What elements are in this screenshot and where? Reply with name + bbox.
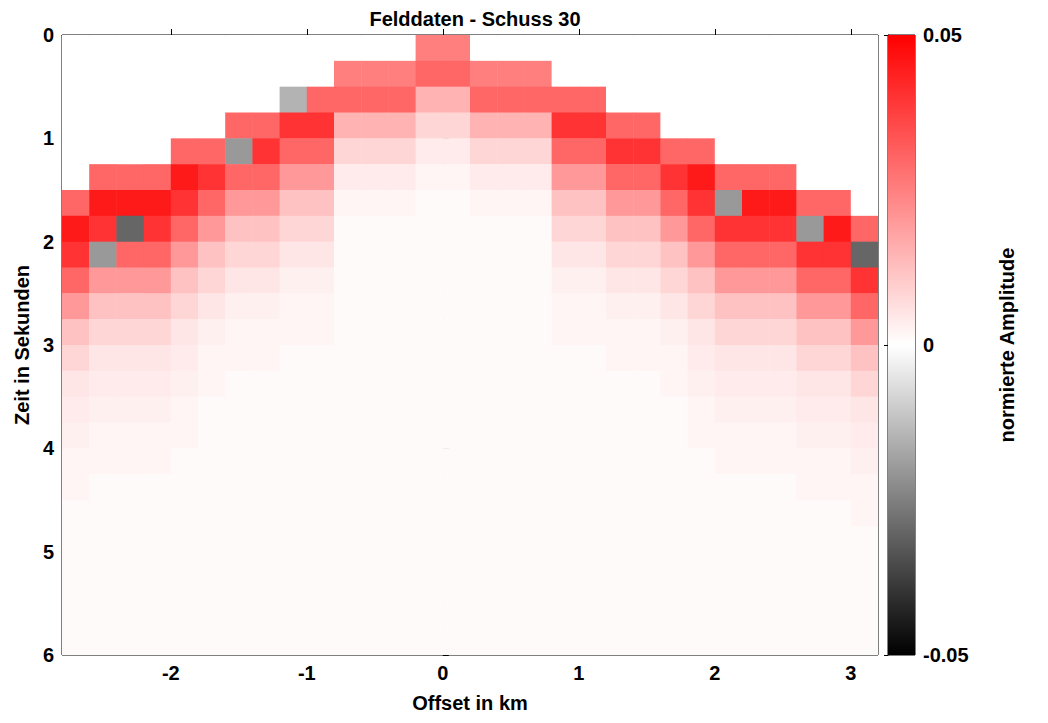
- svg-text:-0.05: -0.05: [923, 644, 969, 666]
- svg-text:Offset in km: Offset in km: [412, 692, 528, 714]
- svg-text:0.05: 0.05: [923, 24, 962, 46]
- svg-text:-1: -1: [298, 662, 316, 684]
- svg-text:0: 0: [923, 334, 934, 356]
- svg-text:3: 3: [845, 662, 856, 684]
- svg-text:normierte Amplitude: normierte Amplitude: [996, 248, 1018, 443]
- svg-text:3: 3: [43, 334, 54, 356]
- svg-text:Zeit in Sekunden: Zeit in Sekunden: [11, 265, 33, 425]
- svg-text:1: 1: [43, 127, 54, 149]
- svg-text:1: 1: [573, 662, 584, 684]
- svg-text:0: 0: [437, 662, 448, 684]
- svg-text:0: 0: [43, 24, 54, 46]
- svg-text:2: 2: [709, 662, 720, 684]
- svg-text:5: 5: [43, 541, 54, 563]
- svg-text:Felddaten - Schuss 30: Felddaten - Schuss 30: [369, 8, 580, 30]
- svg-text:2: 2: [43, 231, 54, 253]
- svg-text:-2: -2: [162, 662, 180, 684]
- svg-text:6: 6: [43, 644, 54, 666]
- svg-text:4: 4: [43, 437, 55, 459]
